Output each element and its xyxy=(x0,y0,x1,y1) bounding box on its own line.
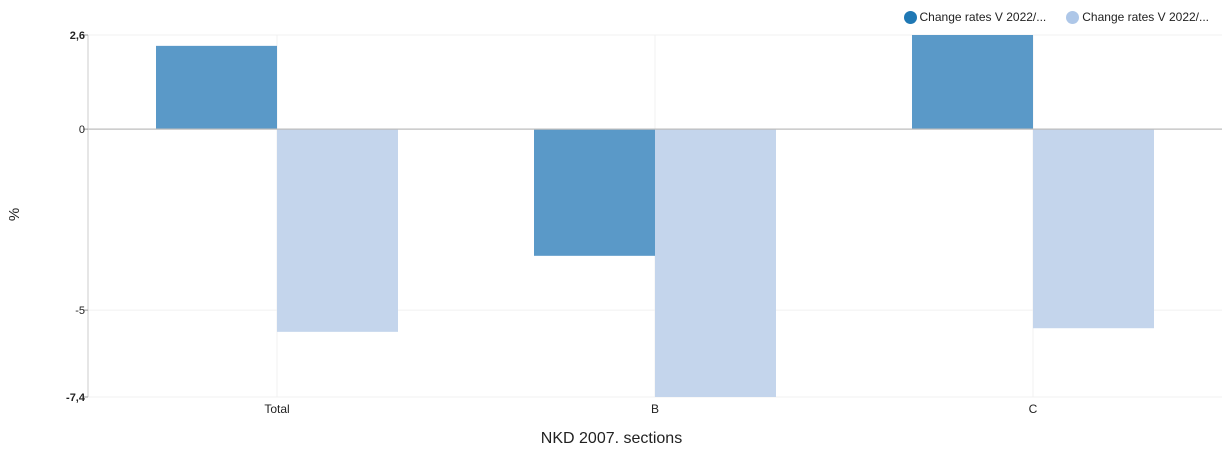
bar-2-b xyxy=(655,129,776,397)
y-axis-title: % xyxy=(6,207,24,222)
x-tick-label: C xyxy=(1029,402,1038,416)
legend-marker-series-2 xyxy=(1066,10,1080,24)
bar-1-c xyxy=(912,35,1033,130)
y-tick-label: -7,4 xyxy=(66,392,86,404)
legend-marker-series-1 xyxy=(903,10,917,24)
x-tick-label: Total xyxy=(264,402,289,416)
legend-item-series-1[interactable]: Change rates V 2022/... xyxy=(903,10,1047,24)
bar-1-total xyxy=(156,45,277,130)
chart-legend[interactable]: Change rates V 2022/... Change rates V 2… xyxy=(903,10,1209,24)
legend-item-series-2[interactable]: Change rates V 2022/... xyxy=(1066,10,1209,24)
bar-1-b xyxy=(534,129,655,256)
legend-label-series-1: Change rates V 2022/... xyxy=(919,10,1047,24)
y-tick-label: -5 xyxy=(75,305,85,317)
y-tick-label: 2,6 xyxy=(70,30,85,42)
y-tick-label: 0 xyxy=(79,124,85,136)
x-tick-label: B xyxy=(651,402,659,416)
legend-label-series-2: Change rates V 2022/... xyxy=(1082,10,1209,24)
bar-2-c xyxy=(1033,129,1154,329)
bar-2-total xyxy=(277,129,398,332)
x-axis-title: NKD 2007. sections xyxy=(540,430,683,447)
